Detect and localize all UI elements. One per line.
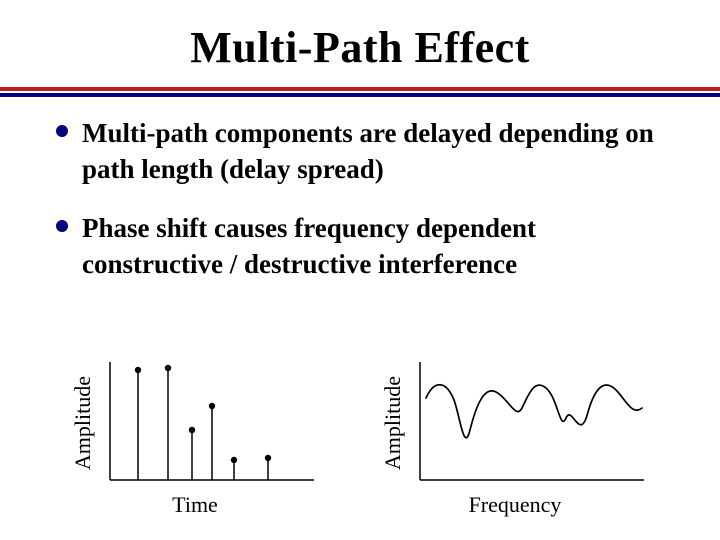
bullet-text: Multi-path components are delayed depend… xyxy=(82,115,680,188)
time-chart: Amplitude Time xyxy=(70,358,320,518)
charts-row: Amplitude Time Amplitude Frequency xyxy=(0,358,720,518)
time-chart-ylabel: Amplitude xyxy=(70,376,96,470)
time-chart-xlabel: Time xyxy=(172,492,218,518)
freq-chart-ylabel: Amplitude xyxy=(380,376,406,470)
divider-top xyxy=(0,87,720,91)
time-chart-svg xyxy=(100,358,320,488)
freq-chart-body: Amplitude xyxy=(380,358,650,488)
freq-chart: Amplitude Frequency xyxy=(380,358,650,518)
slide-title: Multi-Path Effect xyxy=(0,0,720,73)
bullet-text: Phase shift causes frequency dependent c… xyxy=(82,210,680,283)
time-chart-body: Amplitude xyxy=(70,358,320,488)
bullet-list: Multi-path components are delayed depend… xyxy=(0,97,720,283)
freq-chart-xlabel: Frequency xyxy=(469,492,562,518)
slide: Multi-Path Effect Multi-path components … xyxy=(0,0,720,540)
bullet-dot-icon xyxy=(56,220,68,232)
bullet-item: Multi-path components are delayed depend… xyxy=(56,115,680,188)
bullet-dot-icon xyxy=(56,125,68,137)
bullet-item: Phase shift causes frequency dependent c… xyxy=(56,210,680,283)
freq-chart-svg xyxy=(410,358,650,488)
